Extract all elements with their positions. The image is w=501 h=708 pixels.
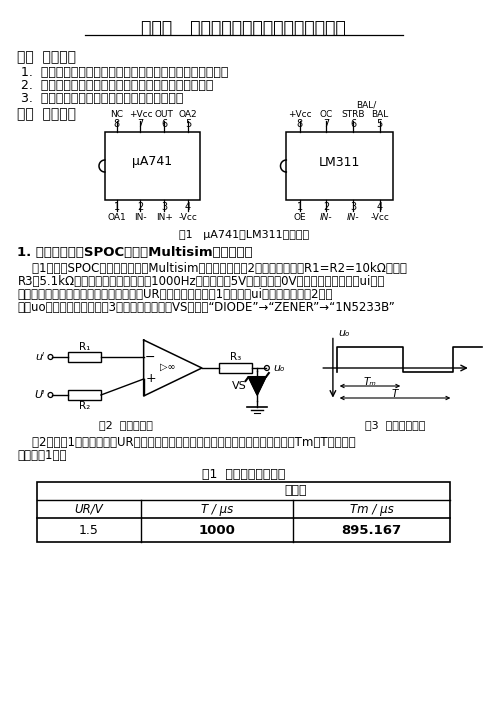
Text: uᴵ: uᴵ <box>36 352 45 362</box>
Text: （1）学习SPOC实验内容，利用Multisim俷真软件，按图2接好电路，电阾R1=R2=10kΩ，电阾: （1）学习SPOC实验内容，利用Multisim俷真软件，按图2接好电路，电阾R… <box>18 262 406 275</box>
Text: R₁: R₁ <box>79 342 90 352</box>
Text: ▷∞: ▷∞ <box>160 362 175 372</box>
Text: 测量值: 测量值 <box>284 484 306 498</box>
Text: VS: VS <box>232 381 246 391</box>
Text: 5: 5 <box>376 119 382 129</box>
Text: 实验：   集成运算放大器的非线性应用电路: 实验： 集成运算放大器的非线性应用电路 <box>141 19 345 37</box>
Text: 8: 8 <box>296 119 302 129</box>
Bar <box>68 390 101 400</box>
Text: Uᴵ: Uᴵ <box>35 390 45 400</box>
Text: 8: 8 <box>113 119 120 129</box>
Text: OA1: OA1 <box>107 213 126 222</box>
Text: 2: 2 <box>137 202 143 212</box>
Text: STRB: STRB <box>341 110 364 119</box>
Text: Tm / μs: Tm / μs <box>349 503 393 515</box>
Text: OE: OE <box>293 213 306 222</box>
Text: R₃: R₃ <box>230 352 241 362</box>
Text: 1: 1 <box>296 202 302 212</box>
Text: NC: NC <box>110 110 123 119</box>
Bar <box>105 132 199 200</box>
Text: 1.  掌握单限比较器、滚回比较器的设计、测量和调试方法。: 1. 掌握单限比较器、滚回比较器的设计、测量和调试方法。 <box>22 66 228 79</box>
Text: 3.  学习集成电压比较器在电路设计中的应用。: 3. 学习集成电压比较器在电路设计中的应用。 <box>22 92 183 105</box>
Text: 1000: 1000 <box>198 523 235 537</box>
Text: LM311: LM311 <box>318 156 360 169</box>
Text: OA2: OA2 <box>178 110 197 119</box>
Text: 按表中给定数值改变直流信号源输入电压UR，利用示波器通道1测量输入ui电压波形，通道2测量: 按表中给定数值改变直流信号源输入电压UR，利用示波器通道1测量输入ui电压波形，… <box>18 288 332 301</box>
Text: 2: 2 <box>323 202 329 212</box>
Polygon shape <box>248 377 266 395</box>
Text: +Vcc: +Vcc <box>287 110 311 119</box>
Text: μA741: μA741 <box>132 156 172 169</box>
Text: 2.  掌握电压比较器应用电路电压传输特性的测试方法。: 2. 掌握电压比较器应用电路电压传输特性的测试方法。 <box>22 79 213 92</box>
Bar <box>37 482 449 542</box>
Text: 图1   μA741和LM311的引脚图: 图1 μA741和LM311的引脚图 <box>178 230 308 240</box>
Text: 5: 5 <box>184 119 191 129</box>
Text: 1: 1 <box>113 202 120 212</box>
Text: Tₘ: Tₘ <box>363 377 376 387</box>
Text: （2）按表1中给定值调节UR的大小，用示波器观察输出矩形波的变化，测量测量Tm和T的数值，: （2）按表1中给定值调节UR的大小，用示波器观察输出矩形波的变化，测量测量Tm和… <box>18 436 355 449</box>
Text: IN+: IN+ <box>155 213 172 222</box>
Text: -Vcc: -Vcc <box>370 213 388 222</box>
Text: 4: 4 <box>184 202 191 212</box>
Text: T: T <box>391 389 397 399</box>
Text: UR/V: UR/V <box>74 503 103 515</box>
Text: R3为5.1kΩ，由函数信号发生器调出1000Hz，峰峰值为5V，偏移量为0V的正弦交流电压加至ui端，: R3为5.1kΩ，由函数信号发生器调出1000Hz，峰峰值为5V，偏移量为0V的… <box>18 275 384 288</box>
Text: IN-: IN- <box>134 213 146 222</box>
Text: −: − <box>145 350 155 363</box>
Bar <box>68 352 101 362</box>
Text: IN-: IN- <box>346 213 359 222</box>
Text: uₒ: uₒ <box>338 328 350 338</box>
Bar <box>286 132 392 200</box>
Text: 6: 6 <box>161 119 167 129</box>
Text: OC: OC <box>319 110 332 119</box>
Text: 1.5: 1.5 <box>79 523 99 537</box>
Text: 3: 3 <box>349 202 355 212</box>
Bar <box>219 363 252 373</box>
Text: -Vcc: -Vcc <box>178 213 197 222</box>
Text: IN-: IN- <box>320 213 332 222</box>
Text: 1. 电压比较器（SPOC实验、Multisim俷真实验）: 1. 电压比较器（SPOC实验、Multisim俷真实验） <box>18 246 253 259</box>
Text: 7: 7 <box>137 119 143 129</box>
Text: 7: 7 <box>323 119 329 129</box>
Text: 3: 3 <box>161 202 167 212</box>
Text: uₒ: uₒ <box>273 363 285 373</box>
Text: +: + <box>145 372 155 385</box>
Text: 输出uo端的矩形波波形如图3所示，其中稳压管VS选取：“DIODE”→“ZENER”→“1N5233B”: 输出uo端的矩形波波形如图3所示，其中稳压管VS选取：“DIODE”→“ZENE… <box>18 301 394 314</box>
Text: 图3  输出电压波形: 图3 输出电压波形 <box>365 420 425 430</box>
Text: R₂: R₂ <box>79 401 90 411</box>
Text: OUT: OUT <box>154 110 173 119</box>
Text: 二、  实验内容: 二、 实验内容 <box>18 107 76 121</box>
Text: 6: 6 <box>349 119 355 129</box>
Text: BAL/: BAL/ <box>356 101 376 110</box>
Text: +Vcc: +Vcc <box>128 110 152 119</box>
Text: 4: 4 <box>376 202 382 212</box>
Text: T / μs: T / μs <box>200 503 232 515</box>
Text: 一、  实验目的: 一、 实验目的 <box>18 50 76 64</box>
Text: 895.167: 895.167 <box>341 523 401 537</box>
Text: 并记入表1中。: 并记入表1中。 <box>18 449 67 462</box>
Text: 表1  电压比较器的测量: 表1 电压比较器的测量 <box>201 468 285 481</box>
Text: BAL: BAL <box>370 110 388 119</box>
Text: 图2  电压比较器: 图2 电压比较器 <box>99 420 153 430</box>
